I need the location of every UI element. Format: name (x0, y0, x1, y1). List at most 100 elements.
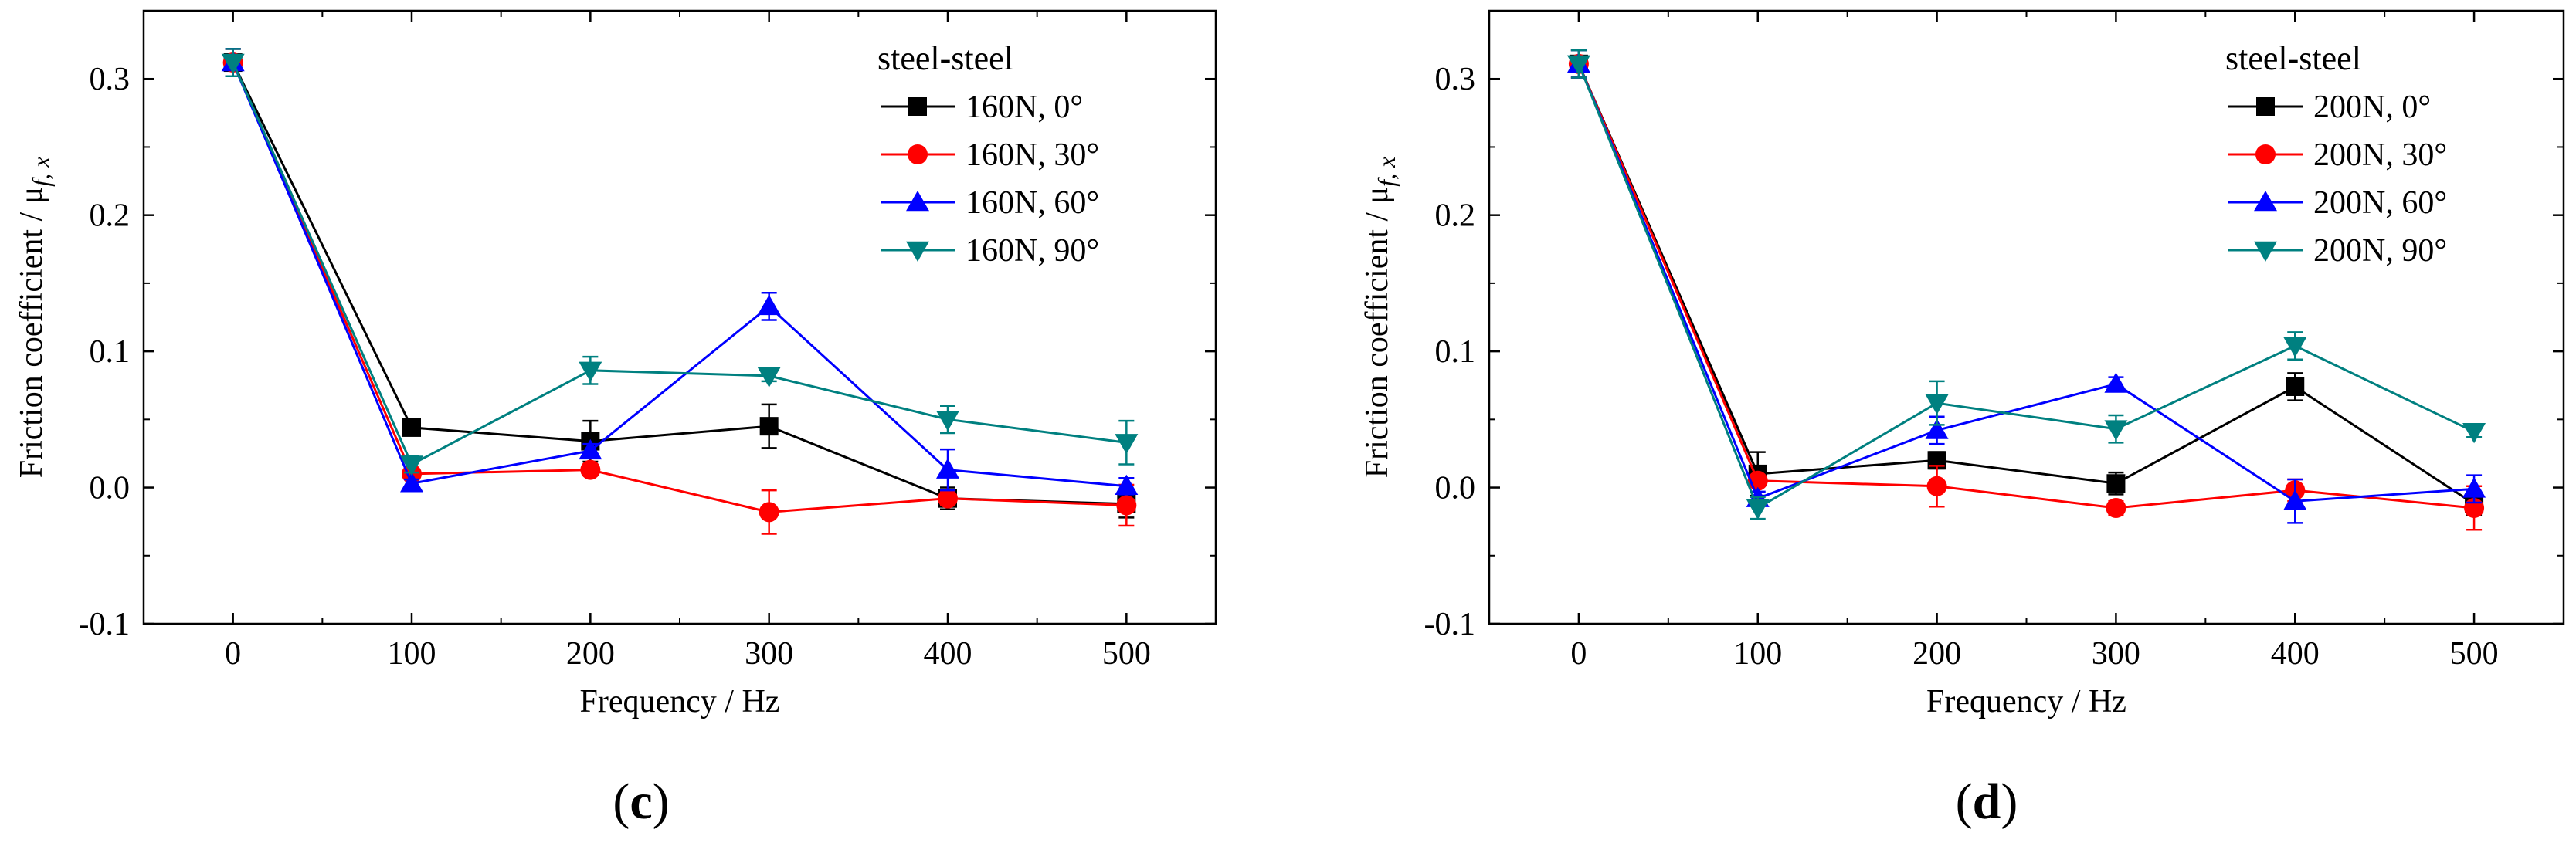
panel-label-open-paren: ( (1956, 774, 1973, 830)
panel-label-letter: d (1973, 774, 2001, 830)
x-tick-label: 200 (1912, 636, 1961, 672)
data-point (579, 361, 602, 382)
y-axis-title-main: Friction coefficient / μ (1359, 187, 1395, 478)
legend-swatch-marker (2254, 241, 2277, 262)
legend: steel-steel 200N, 0° 200N, 30° 200N, 60° 200… (2225, 39, 2447, 269)
legend-item-label: 200N, 30° (2313, 137, 2447, 173)
x-axis-title: Frequency / Hz (580, 684, 780, 719)
panel-label: (d) (1956, 774, 2018, 830)
data-point (936, 458, 959, 479)
chart-panel-c: 0 100 200 300 400 500 -0.1 0.0 0.1 0.2 0.3 Frequenc… (14, 9, 1217, 830)
data-point (400, 472, 423, 493)
data-point (579, 438, 602, 460)
y-tick-label: 0.1 (1435, 334, 1476, 370)
series-200n-90 (1566, 49, 2486, 520)
y-tick-label: -0.1 (79, 607, 131, 642)
data-point (757, 294, 781, 316)
data-point (2283, 337, 2307, 358)
series-line (1577, 63, 2475, 510)
series-line (232, 62, 1127, 488)
x-tick-label: 100 (1733, 636, 1782, 672)
legend-item-label: 160N, 30° (966, 137, 1099, 173)
y-axis-title-subscript: f, x (1373, 157, 1400, 187)
x-tick-label: 500 (2450, 636, 2499, 672)
data-point (1746, 499, 1770, 520)
series-160n-60 (221, 48, 1139, 496)
series-line (232, 62, 1127, 506)
data-point (2462, 422, 2486, 444)
data-point (2106, 498, 2126, 519)
data-point (1116, 495, 1137, 516)
legend-title: steel-steel (877, 39, 1013, 77)
data-point (938, 488, 958, 509)
series-line (1577, 63, 2475, 505)
chart-panel-d: 0 100 200 300 400 500 -0.1 0.0 0.1 0.2 0.3 Frequenc… (1359, 9, 2565, 830)
y-tick-label: 0.0 (90, 471, 131, 506)
data-point (759, 502, 779, 523)
y-tick-label: 0.3 (1435, 62, 1476, 97)
legend-swatch-marker (906, 241, 929, 262)
x-tick-label: 500 (1102, 636, 1151, 672)
y-tick-label: -0.1 (1424, 607, 1476, 642)
data-point (759, 417, 779, 436)
panel-label-open-paren: ( (613, 774, 630, 830)
y-axis-title: Friction coefficient / μf, x (14, 157, 55, 479)
data-point (1115, 474, 1139, 496)
y-tick-label: 0.1 (90, 334, 131, 370)
data-point (2286, 377, 2305, 396)
data-point (1925, 394, 1949, 415)
legend-swatch-marker (2254, 191, 2277, 212)
data-point (1115, 434, 1139, 455)
series-line (232, 62, 1127, 513)
x-tick-label: 0 (225, 636, 241, 672)
x-tick-label: 200 (566, 636, 615, 672)
panel-label-close-paren: ) (2001, 774, 2018, 830)
y-tick-label: 0.0 (1435, 471, 1476, 506)
x-tick-label: 400 (924, 636, 972, 672)
legend-swatch-marker (906, 191, 929, 212)
series-line (1577, 63, 2475, 503)
x-tick-label: 100 (388, 636, 436, 672)
legend-item-label: 200N, 90° (2313, 233, 2447, 269)
legend-swatch-marker (2256, 97, 2275, 116)
data-point (936, 411, 959, 432)
x-tick-label: 300 (2092, 636, 2140, 672)
series-line (1577, 63, 2475, 510)
data-point (580, 459, 601, 480)
data-point (402, 418, 421, 437)
x-tick-label: 300 (745, 636, 793, 672)
legend-item-label: 200N, 0° (2313, 90, 2431, 125)
legend-swatch-marker (908, 144, 928, 164)
data-point (2106, 474, 2126, 493)
panel-label-close-paren: ) (653, 774, 670, 830)
data-point (400, 455, 423, 476)
series-line (232, 62, 1127, 466)
data-point (1925, 418, 1949, 439)
y-tick-label: 0.2 (1435, 198, 1476, 234)
x-tick-label: 0 (1570, 636, 1587, 672)
x-axis-title: Frequency / Hz (1926, 684, 2126, 719)
panel-label: (c) (613, 774, 669, 830)
x-tick-label: 400 (2271, 636, 2320, 672)
legend-swatch-marker (908, 97, 927, 116)
legend-item-label: 160N, 0° (966, 90, 1083, 125)
panel-label-letter: c (630, 774, 652, 830)
legend-item-label: 200N, 60° (2313, 185, 2447, 221)
data-point (757, 367, 781, 388)
legend-item-label: 160N, 90° (966, 233, 1099, 269)
series-160n-90 (221, 48, 1139, 476)
y-axis-title: Friction coefficient / μf, x (1359, 157, 1400, 479)
data-point (2104, 420, 2128, 441)
y-tick-label: 0.3 (90, 62, 131, 97)
data-point (1926, 476, 1947, 496)
y-axis-title-subscript: f, x (27, 157, 55, 187)
legend-swatch-marker (2255, 144, 2276, 164)
y-axis-title-main: Friction coefficient / μ (14, 187, 49, 478)
data-point (2462, 477, 2486, 498)
data-point (1566, 55, 1590, 76)
legend: steel-steel 160N, 0° 160N, 30° 160N, 60° 160… (877, 39, 1099, 269)
legend-title: steel-steel (2225, 39, 2361, 77)
legend-item-label: 160N, 60° (966, 185, 1099, 221)
data-point (2104, 372, 2128, 393)
